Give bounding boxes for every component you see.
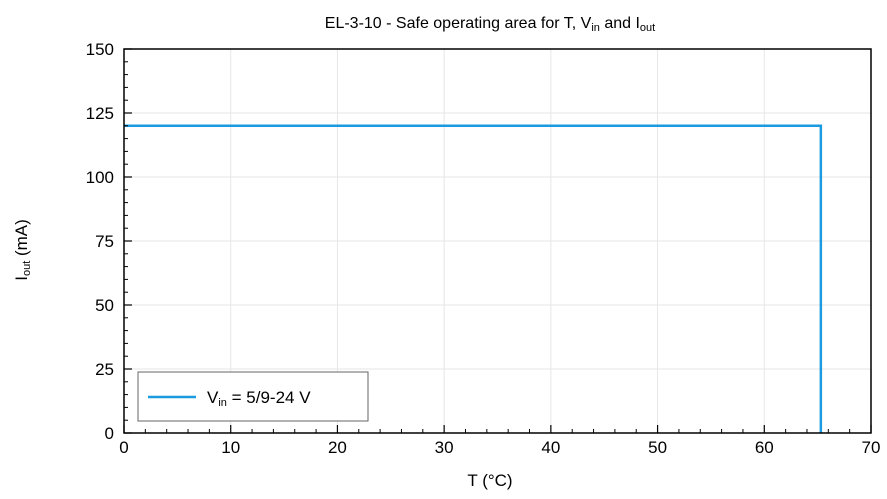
legend-label-vin: Vin = 5/9-24 V bbox=[207, 388, 311, 409]
y-tick-label: 75 bbox=[95, 232, 114, 251]
x-tick-label: 50 bbox=[648, 438, 667, 457]
tick-labels: 0 10 20 30 40 50 60 70 0 25 50 75 100 125 150 bbox=[86, 40, 881, 457]
x-tick-label: 10 bbox=[221, 438, 240, 457]
x-tick-label: 20 bbox=[328, 438, 347, 457]
y-axis-label: Iout (mA) bbox=[12, 219, 33, 281]
x-tick-label: 0 bbox=[119, 438, 128, 457]
y-tick-label: 125 bbox=[86, 104, 114, 123]
legend: Vin = 5/9-24 V bbox=[137, 371, 369, 422]
series-layer bbox=[124, 124, 823, 433]
x-tick-label: 60 bbox=[755, 438, 774, 457]
y-tick-label: 25 bbox=[95, 360, 114, 379]
grid bbox=[124, 49, 871, 433]
x-tick-label: 70 bbox=[862, 438, 881, 457]
y-tick-label: 150 bbox=[86, 40, 114, 59]
y-tick-label: 0 bbox=[105, 424, 114, 443]
x-axis-label: T (°C) bbox=[467, 471, 512, 490]
y-tick-label: 100 bbox=[86, 168, 114, 187]
axis-ticks bbox=[123, 48, 872, 434]
chart-title: EL-3-10 - Safe operating area for T, Vin… bbox=[325, 15, 655, 34]
series-line-0 bbox=[124, 124, 823, 433]
x-tick-label: 30 bbox=[435, 438, 454, 457]
x-tick-label: 40 bbox=[541, 438, 560, 457]
y-tick-label: 50 bbox=[95, 296, 114, 315]
